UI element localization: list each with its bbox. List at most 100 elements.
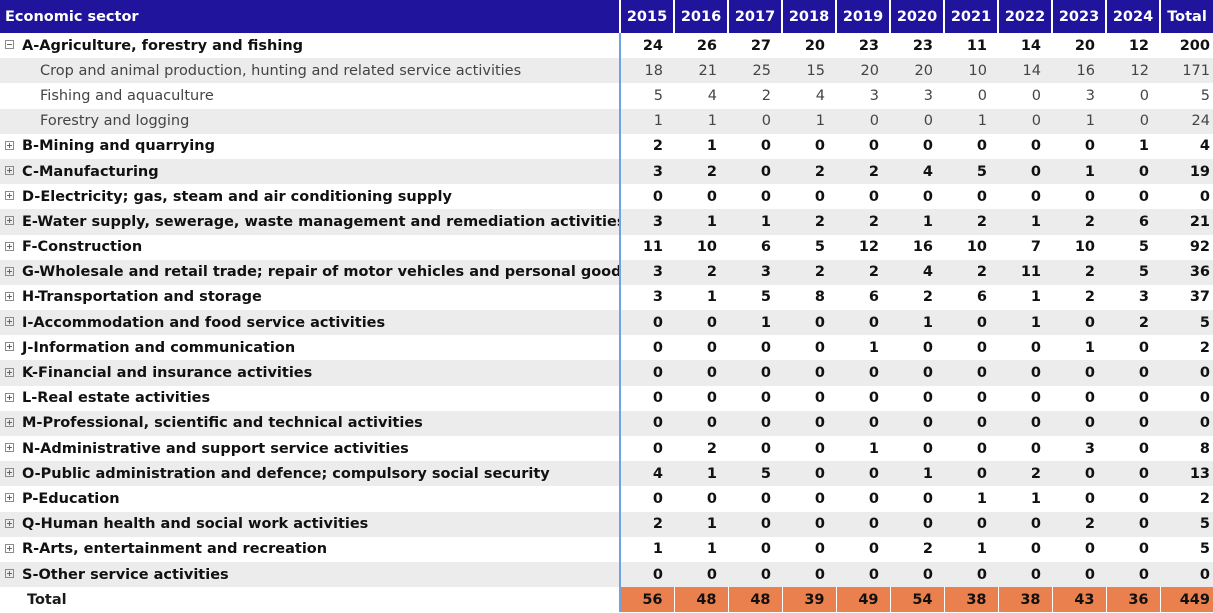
row-total-cell: 0: [1160, 561, 1213, 588]
expand-icon[interactable]: [5, 468, 14, 478]
row-total-cell: 5: [1200, 87, 1210, 104]
value-cell: 0: [652, 440, 663, 457]
value-cell: 1: [1030, 490, 1041, 507]
sector-label-cell: J-Information and communication: [0, 335, 621, 361]
grand-total-cell: 48: [673, 587, 728, 613]
row-total-cell: 4: [1199, 138, 1210, 155]
value-cell: 4: [890, 259, 944, 285]
value-cell: 0: [868, 188, 879, 205]
expand-icon[interactable]: [5, 569, 14, 579]
expand-icon[interactable]: [5, 443, 14, 453]
value-cell: 0: [1052, 561, 1106, 588]
sector-row: P-Education 0 0 0 0 0 0 1 1 0 0 2: [0, 486, 1213, 512]
value-cell: 0: [620, 561, 674, 588]
column-header-year[interactable]: 2017: [727, 0, 782, 33]
value-cell: 0: [782, 410, 836, 436]
column-header-total[interactable]: Total: [1159, 0, 1213, 33]
value-cell: 0: [620, 360, 674, 386]
row-total-cell: 0: [1199, 390, 1210, 407]
collapse-icon[interactable]: [5, 40, 14, 50]
value-cell: 2: [1084, 289, 1095, 306]
value-cell: 0: [652, 188, 663, 205]
column-header-year[interactable]: 2016: [673, 0, 728, 33]
grand-total-overall: 449: [1159, 587, 1213, 613]
value-cell: 0: [1106, 360, 1160, 386]
expand-icon[interactable]: [5, 417, 14, 427]
column-header-year[interactable]: 2021: [943, 0, 998, 33]
column-header-year[interactable]: 2018: [781, 0, 836, 33]
column-header-year[interactable]: 2023: [1051, 0, 1106, 33]
sector-label: B-Mining and quarrying: [22, 138, 215, 155]
expand-icon[interactable]: [5, 543, 14, 553]
value-cell: 0: [728, 360, 782, 386]
column-header-year[interactable]: 2015: [619, 0, 674, 33]
sector-label-cell: C-Manufacturing: [0, 158, 621, 185]
expand-icon[interactable]: [5, 191, 14, 201]
expand-icon[interactable]: [5, 140, 14, 150]
value-cell: 2: [922, 289, 933, 306]
value-cell: 1: [652, 541, 663, 558]
sector-row: J-Information and communication 0 0 0 0 1 0 0 0 1…: [0, 335, 1213, 361]
value-cell: 0: [706, 490, 717, 507]
value-cell: 0: [890, 108, 944, 134]
row-total-cell: 5: [1160, 511, 1213, 537]
value-cell: 0: [1031, 87, 1041, 104]
value-cell: 0: [1106, 511, 1160, 537]
grand-total-row: Total 56 48 48 39 49 54 38 38 43 36 449: [0, 587, 1213, 613]
sector-label: R-Arts, entertainment and recreation: [22, 541, 328, 558]
expand-icon[interactable]: [5, 291, 14, 301]
sector-label-cell: Q-Human health and social work activitie…: [0, 511, 621, 537]
value-cell: 4: [620, 461, 674, 487]
sector-row: I-Accommodation and food service activit…: [0, 310, 1213, 336]
expand-icon[interactable]: [5, 342, 14, 352]
sector-label-cell: O-Public administration and defence; com…: [0, 461, 621, 487]
value-cell: 0: [976, 390, 987, 407]
column-header-year[interactable]: 2020: [889, 0, 944, 33]
value-cell: 20: [804, 37, 825, 54]
value-cell: 0: [944, 310, 998, 336]
value-cell: 0: [1030, 440, 1041, 457]
value-cell: 10: [696, 239, 717, 256]
expand-icon[interactable]: [5, 166, 14, 176]
value-cell: 10: [966, 239, 987, 256]
value-cell: 0: [1030, 339, 1041, 356]
expand-icon[interactable]: [5, 493, 14, 503]
value-cell: 5: [814, 239, 825, 256]
value-cell: 0: [760, 490, 771, 507]
value-cell: 14: [998, 58, 1052, 84]
expand-icon[interactable]: [5, 317, 14, 327]
column-header-year[interactable]: 2024: [1105, 0, 1160, 33]
sector-row: H-Transportation and storage 3 1 5 8 6 2 6 1 2 3 37: [0, 284, 1213, 311]
value-cell: 0: [674, 360, 728, 386]
value-cell: 0: [922, 188, 933, 205]
expand-icon[interactable]: [5, 392, 14, 402]
value-cell: 0: [890, 511, 944, 537]
value-cell: 8: [814, 289, 825, 306]
expand-icon[interactable]: [5, 216, 14, 226]
value-cell: 10: [1074, 239, 1095, 256]
grand-total-cell: 54: [889, 587, 944, 613]
column-header-sector[interactable]: Economic sector: [0, 0, 620, 33]
value-cell: 0: [1052, 360, 1106, 386]
expand-icon[interactable]: [5, 518, 14, 528]
expand-icon[interactable]: [5, 241, 14, 251]
matrix-body: A-Agriculture, forestry and fishing 24 26 2…: [0, 33, 1213, 588]
value-cell: 0: [976, 440, 987, 457]
column-header-year[interactable]: 2022: [997, 0, 1052, 33]
value-cell: 12: [1128, 37, 1149, 54]
column-header-year[interactable]: 2019: [835, 0, 890, 33]
row-total-cell: 5: [1160, 310, 1213, 336]
value-cell: 0: [836, 108, 890, 134]
value-cell: 0: [1138, 188, 1149, 205]
value-cell: 1: [706, 289, 717, 306]
subsector-row: Fishing and aquaculture 5 4 2 4 3 3 0 0 3 0 5: [0, 83, 1213, 109]
value-cell: 0: [868, 390, 879, 407]
value-cell: 2: [922, 541, 933, 558]
value-cell: 1: [1138, 138, 1149, 155]
value-cell: 1: [706, 541, 717, 558]
value-cell: 0: [620, 310, 674, 336]
value-cell: 1: [674, 461, 728, 487]
expand-icon[interactable]: [5, 367, 14, 377]
row-total-cell: 24: [1160, 108, 1213, 134]
expand-icon[interactable]: [5, 266, 14, 276]
